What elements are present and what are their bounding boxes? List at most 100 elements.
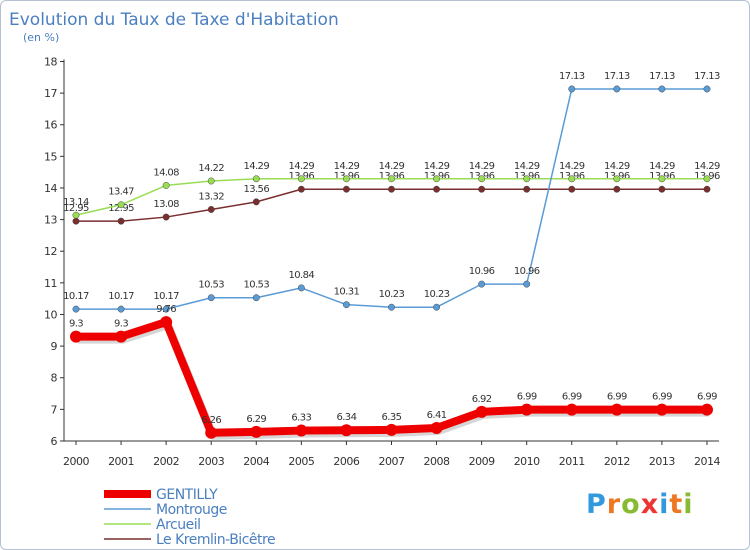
data-point [70,330,82,343]
y-tick-label: 7 [51,403,58,416]
x-tick-label: 2012 [604,455,630,468]
logo-letter: t [669,489,684,520]
data-point [207,294,215,302]
data-label: 14.22 [198,163,224,174]
data-point [162,181,170,189]
data-point [658,185,666,193]
series-layer: 12.9512.9513.0813.3213.5613.9613.9613.96… [63,71,721,440]
legend-item: Montrouge [104,502,227,518]
y-tick-label: 17 [44,87,57,100]
data-point [430,422,443,435]
data-label: 17.13 [649,71,675,82]
data-label: 14.29 [559,161,585,172]
data-label: 14.29 [334,161,360,172]
data-label: 10.31 [334,287,360,298]
data-point [388,185,395,193]
data-point [613,85,621,93]
data-label: 6.99 [697,392,717,403]
chart-subtitle: (en %) [23,31,59,44]
y-tick-label: 12 [44,245,57,258]
data-label: 14.29 [379,161,405,172]
data-label: 10.17 [63,291,89,302]
x-tick-label: 2013 [649,455,675,468]
data-label: 14.29 [469,161,495,172]
data-point [117,217,125,225]
data-point [478,280,486,288]
data-point [523,280,531,288]
logo-letter: r [606,489,622,520]
axes: 6 7 8 9 10 11 12 13 14 15 16 17 18 2000 2001 2002 2003 20… [44,55,721,468]
data-label: 9.3 [114,319,128,330]
data-point [295,424,308,437]
data-point [117,305,125,313]
y-tick-label: 9 [51,340,58,353]
data-label: 14.29 [649,161,675,172]
data-point [207,177,215,185]
data-point [523,175,531,183]
data-point [700,403,713,416]
data-point [252,175,260,183]
data-point [250,425,263,438]
proxiti-logo: Proxiti [586,489,694,520]
data-label: 10.17 [108,291,134,302]
chart-title: Evolution du Taux de Taxe d'Habitation [9,10,339,30]
data-label: 10.53 [243,280,269,291]
data-point [703,175,711,183]
data-point [205,426,218,439]
data-label: 6.29 [246,414,266,425]
data-point [342,185,350,193]
data-point [565,403,578,416]
data-point [297,175,305,183]
data-point [162,305,170,313]
y-tick-label: 15 [44,150,57,163]
data-point [115,330,128,343]
x-tick-label: 2011 [559,455,585,468]
data-point [297,284,305,292]
legend-item: Le Kremlin-Bicêtre [104,532,276,548]
y-tick-label: 13 [44,214,57,227]
logo-letter: x [640,489,660,520]
data-label: 6.92 [472,394,492,405]
legend-item: GENTILLY [104,487,219,503]
data-label: 6.41 [427,410,447,421]
data-point [568,185,576,193]
data-point [478,185,486,193]
data-point [523,185,531,193]
series-arcueil: 13.14 13.47 14.08 14.22 14.29 14.29 14.29 14.29… [63,161,721,219]
data-point [655,403,668,416]
y-tick-label: 18 [44,55,57,68]
data-label: 13.47 [108,187,134,198]
data-point [433,185,441,193]
x-tick-label: 2007 [378,455,404,468]
data-label: 17.13 [694,71,720,82]
x-tick-label: 2006 [333,455,359,468]
data-label: 14.29 [514,161,540,172]
data-point [613,175,621,183]
data-point [385,423,398,436]
data-point [388,303,395,311]
data-point [433,303,441,311]
data-label: 12.95 [108,203,134,214]
data-label: 13.32 [198,191,224,202]
data-label: 10.96 [514,266,540,277]
data-point [117,201,125,209]
data-label: 13.08 [153,199,179,210]
data-point [613,185,621,193]
legend-label: Montrouge [156,502,227,518]
data-point [658,85,666,93]
data-label: 17.13 [604,71,630,82]
data-point [297,185,305,193]
x-tick-label: 2009 [469,455,495,468]
data-point [520,403,533,416]
data-point [610,403,623,416]
y-tick-label: 6 [51,435,58,448]
data-point [252,294,260,302]
x-tick-label: 2003 [198,455,224,468]
data-label: 14.29 [424,161,450,172]
x-tick-label: 2014 [694,455,720,468]
y-tick-label: 8 [51,372,58,385]
data-point [703,185,711,193]
data-point [207,206,215,213]
